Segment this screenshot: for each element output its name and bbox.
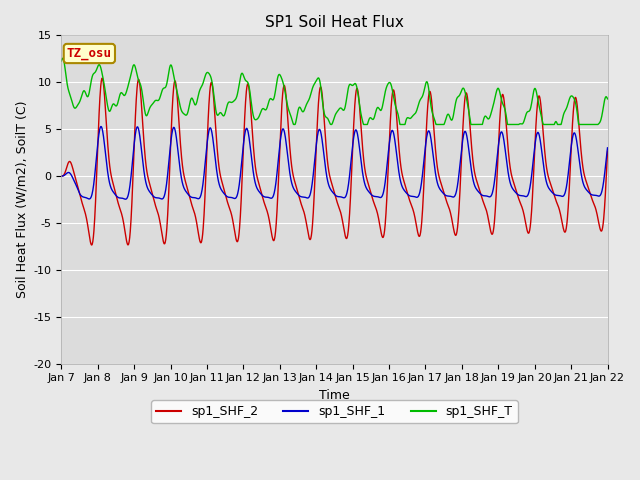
sp1_SHF_1 <box>488 192 496 197</box>
sp1_SHF_2 <box>88 242 95 248</box>
sp1_SHF_2 <box>604 148 611 154</box>
Text: TZ_osu: TZ_osu <box>67 47 112 60</box>
sp1_SHF_2 <box>309 214 317 220</box>
sp1_SHF_T <box>58 58 65 64</box>
sp1_SHF_T <box>59 55 67 61</box>
Line: sp1_SHF_1: sp1_SHF_1 <box>61 127 607 199</box>
sp1_SHF_T <box>588 121 596 127</box>
sp1_SHF_2 <box>58 173 65 179</box>
Legend: sp1_SHF_2, sp1_SHF_1, sp1_SHF_T: sp1_SHF_2, sp1_SHF_1, sp1_SHF_T <box>151 400 518 423</box>
X-axis label: Time: Time <box>319 389 350 402</box>
sp1_SHF_2 <box>85 233 93 239</box>
sp1_SHF_1 <box>85 196 93 202</box>
sp1_SHF_T <box>324 115 332 121</box>
sp1_SHF_1 <box>309 174 317 180</box>
sp1_SHF_1 <box>588 192 596 198</box>
sp1_SHF_2 <box>324 158 332 164</box>
sp1_SHF_2 <box>488 231 496 237</box>
sp1_SHF_2 <box>588 196 596 202</box>
sp1_SHF_1 <box>604 145 611 151</box>
sp1_SHF_2 <box>588 197 596 203</box>
sp1_SHF_1 <box>58 173 65 179</box>
sp1_SHF_T <box>488 107 496 113</box>
sp1_SHF_T <box>588 121 596 127</box>
sp1_SHF_T <box>604 96 611 102</box>
sp1_SHF_2 <box>99 75 106 81</box>
Y-axis label: Soil Heat Flux (W/m2), SoilT (C): Soil Heat Flux (W/m2), SoilT (C) <box>15 101 28 298</box>
sp1_SHF_T <box>86 88 93 94</box>
Line: sp1_SHF_T: sp1_SHF_T <box>61 58 607 124</box>
sp1_SHF_1 <box>588 192 596 198</box>
sp1_SHF_T <box>309 84 317 90</box>
sp1_SHF_1 <box>122 196 129 202</box>
sp1_SHF_T <box>290 121 298 127</box>
sp1_SHF_1 <box>324 178 332 183</box>
Line: sp1_SHF_2: sp1_SHF_2 <box>61 78 607 245</box>
Title: SP1 Soil Heat Flux: SP1 Soil Heat Flux <box>265 15 404 30</box>
sp1_SHF_1 <box>97 124 105 130</box>
